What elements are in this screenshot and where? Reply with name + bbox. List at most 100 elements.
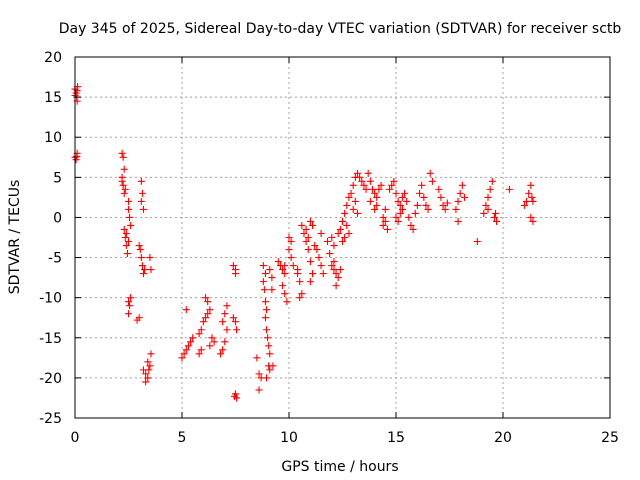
data-point-marker — [261, 270, 269, 278]
data-point-marker — [373, 201, 381, 209]
data-point-marker — [302, 238, 310, 246]
data-point-marker — [394, 217, 402, 225]
data-point-marker — [371, 205, 379, 213]
data-point-marker — [298, 221, 306, 229]
data-point-marker — [304, 234, 312, 241]
data-point-marker — [197, 346, 205, 354]
data-point-marker — [319, 270, 327, 278]
data-point-marker — [294, 270, 302, 278]
data-point-marker — [281, 290, 289, 298]
data-point-marker — [232, 318, 239, 326]
data-point-marker — [287, 238, 295, 246]
data-point-marker — [120, 165, 128, 173]
data-point-marker — [217, 350, 225, 358]
data-point-marker — [219, 318, 227, 326]
data-point-marker — [368, 185, 376, 193]
data-point-marker — [435, 185, 443, 193]
data-point-marker — [142, 370, 150, 378]
data-point-marker — [182, 346, 190, 354]
data-point-marker — [527, 181, 535, 189]
data-point-marker — [268, 286, 276, 294]
data-point-marker — [339, 217, 346, 225]
data-point-marker — [119, 153, 127, 161]
data-point-marker — [259, 262, 267, 270]
axis-ticks — [74, 56, 611, 419]
data-point-marker — [261, 298, 269, 306]
data-point-marker — [343, 221, 351, 229]
data-point-marker — [343, 201, 351, 209]
data-point-marker — [146, 254, 154, 262]
data-point-marker — [118, 177, 126, 185]
data-point-marker — [125, 205, 132, 213]
x-axis-label: GPS time / hours — [281, 459, 398, 475]
data-point-marker — [490, 213, 498, 221]
data-point-marker — [452, 205, 460, 213]
data-point-marker — [137, 197, 145, 205]
data-point-marker — [268, 274, 276, 282]
data-point-marker — [138, 262, 146, 270]
data-point-marker — [281, 270, 289, 278]
data-point-marker — [377, 181, 385, 189]
data-point-marker — [302, 225, 310, 233]
data-point-marker — [139, 205, 147, 213]
data-point-marker — [505, 185, 513, 193]
y-tick-label: -10 — [39, 291, 62, 307]
data-point-marker — [230, 392, 238, 400]
data-point-marker — [416, 189, 424, 197]
y-tick-label: 20 — [44, 50, 62, 66]
data-point-marker — [208, 334, 216, 342]
data-point-marker — [441, 205, 449, 213]
data-point-marker — [269, 362, 277, 370]
data-point-marker — [488, 177, 496, 185]
data-point-marker — [383, 225, 391, 233]
y-tick-label: 10 — [44, 130, 62, 146]
data-point-marker — [263, 374, 271, 382]
data-point-marker — [195, 350, 203, 358]
data-point-marker — [381, 217, 389, 225]
data-point-marker — [375, 185, 383, 193]
data-point-marker — [139, 270, 147, 278]
data-point-marker — [484, 193, 492, 201]
data-point-marker — [298, 290, 306, 298]
y-tick-label: 5 — [53, 170, 62, 186]
data-point-marker — [73, 152, 81, 160]
data-point-marker — [120, 225, 128, 233]
y-tick-label: 0 — [53, 210, 62, 226]
x-tick-label: 20 — [494, 430, 512, 446]
data-point-marker — [137, 254, 145, 262]
data-point-marker — [122, 229, 130, 237]
data-point-marker — [528, 193, 536, 201]
data-point-marker — [126, 213, 134, 221]
data-point-marker — [349, 205, 357, 213]
data-point-marker — [178, 354, 186, 362]
data-point-marker — [456, 189, 464, 197]
data-point-marker — [229, 262, 237, 270]
data-point-marker — [332, 282, 340, 290]
data-point-marker — [480, 209, 488, 217]
data-point-marker — [341, 209, 349, 217]
data-point-marker — [334, 229, 342, 237]
data-point-marker — [204, 298, 212, 306]
data-point-marker — [328, 262, 336, 270]
data-point-marker — [255, 370, 263, 378]
data-point-marker — [386, 185, 394, 193]
data-point-marker — [311, 242, 319, 250]
data-point-marker — [317, 229, 325, 237]
data-point-marker — [144, 358, 152, 366]
data-point-marker — [199, 318, 207, 326]
data-point-marker — [349, 181, 357, 189]
data-point-marker — [373, 193, 381, 201]
data-point-marker — [330, 242, 338, 250]
data-point-marker — [520, 201, 528, 209]
data-point-marker — [202, 294, 210, 302]
data-point-marker — [223, 326, 231, 334]
data-point-marker — [413, 201, 421, 209]
y-tick-label: -20 — [39, 371, 62, 387]
data-point-marker — [141, 266, 149, 274]
data-point-marker — [401, 189, 409, 197]
data-point-marker — [125, 298, 132, 306]
data-point-marker — [296, 294, 304, 302]
data-point-marker — [437, 193, 445, 201]
data-point-marker — [362, 185, 370, 193]
data-point-marker — [206, 306, 214, 314]
